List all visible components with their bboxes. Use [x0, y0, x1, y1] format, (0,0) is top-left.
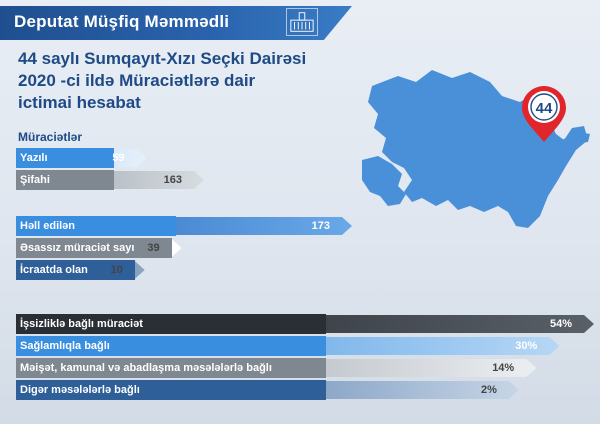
bar-value-label: 163 — [163, 174, 182, 186]
bar-value-label: 10 — [110, 264, 123, 276]
bar-category-label: Digər məsələlərlə bağlı — [16, 380, 326, 400]
subtitle-line-1: 44 saylı Sumqayıt-Xızı Seçki Dairəsi — [18, 49, 307, 68]
bar-value-label: 14% — [492, 362, 515, 374]
bar-category-label: Məişət, kamunal və abadlaşma məsələlərlə… — [16, 358, 326, 378]
subtitle-line-2: 2020 -ci ildə Müraciətlərə dair — [18, 71, 256, 90]
chart-1-row: Yazılı 59 — [16, 148, 147, 168]
chart-2-row: Həll edilən 173 — [16, 216, 352, 236]
chart-3-row: Sağlamlıqla bağlı 30% — [16, 336, 559, 356]
bar-category-label: Şifahi — [16, 170, 114, 190]
subtitle-line-3: ictimai hesabat — [18, 93, 141, 112]
district-badge-text: 44 — [536, 100, 553, 117]
page-title: Deputat Müşfiq Məmmədli — [14, 12, 230, 31]
bar-value-label: 59 — [112, 152, 125, 164]
chart-3-row: İşsizliklə bağlı müraciət 54% — [16, 314, 594, 334]
bar-value-label: 2% — [480, 384, 497, 396]
absheron-peninsula-shape — [562, 132, 590, 144]
bar-value-label: 39 — [147, 242, 160, 254]
chart-3-row: Məişət, kamunal və abadlaşma məsələlərlə… — [16, 358, 536, 378]
bar-category-label: İcraatda olan — [16, 260, 135, 280]
chart-3-row: Digər məsələlərlə bağlı 2% — [16, 380, 519, 400]
bar-value-label: 54% — [549, 318, 572, 330]
bar-value-label: 30% — [515, 340, 538, 352]
bar-category-label: Sağlamlıqla bağlı — [16, 336, 326, 356]
chart-1-row: Şifahi 163 — [16, 170, 204, 190]
nakhchivan-shape — [362, 156, 406, 206]
chart-2-row: İcraatda olan 10 — [16, 260, 145, 280]
chart-1-title: Müraciətlər — [18, 130, 83, 144]
header-band — [0, 6, 352, 40]
bar-category-label: Həll edilən — [16, 216, 176, 236]
map-marker-icon: 44 — [522, 86, 566, 142]
bar-category-label: Əsassız müraciət sayı — [16, 238, 172, 258]
chart-2-row: Əsassız müraciət sayı 39 — [16, 238, 182, 258]
azerbaijan-map: 44 — [362, 70, 590, 228]
report-subtitle: 44 saylı Sumqayıt-Xızı Seçki Dairəsi 202… — [18, 48, 358, 114]
parliament-logo-icon — [286, 8, 318, 36]
bar-category-label: İşsizliklə bağlı müraciət — [16, 314, 326, 334]
bar-category-label: Yazılı — [16, 148, 114, 168]
bar-value-label: 173 — [311, 220, 330, 232]
